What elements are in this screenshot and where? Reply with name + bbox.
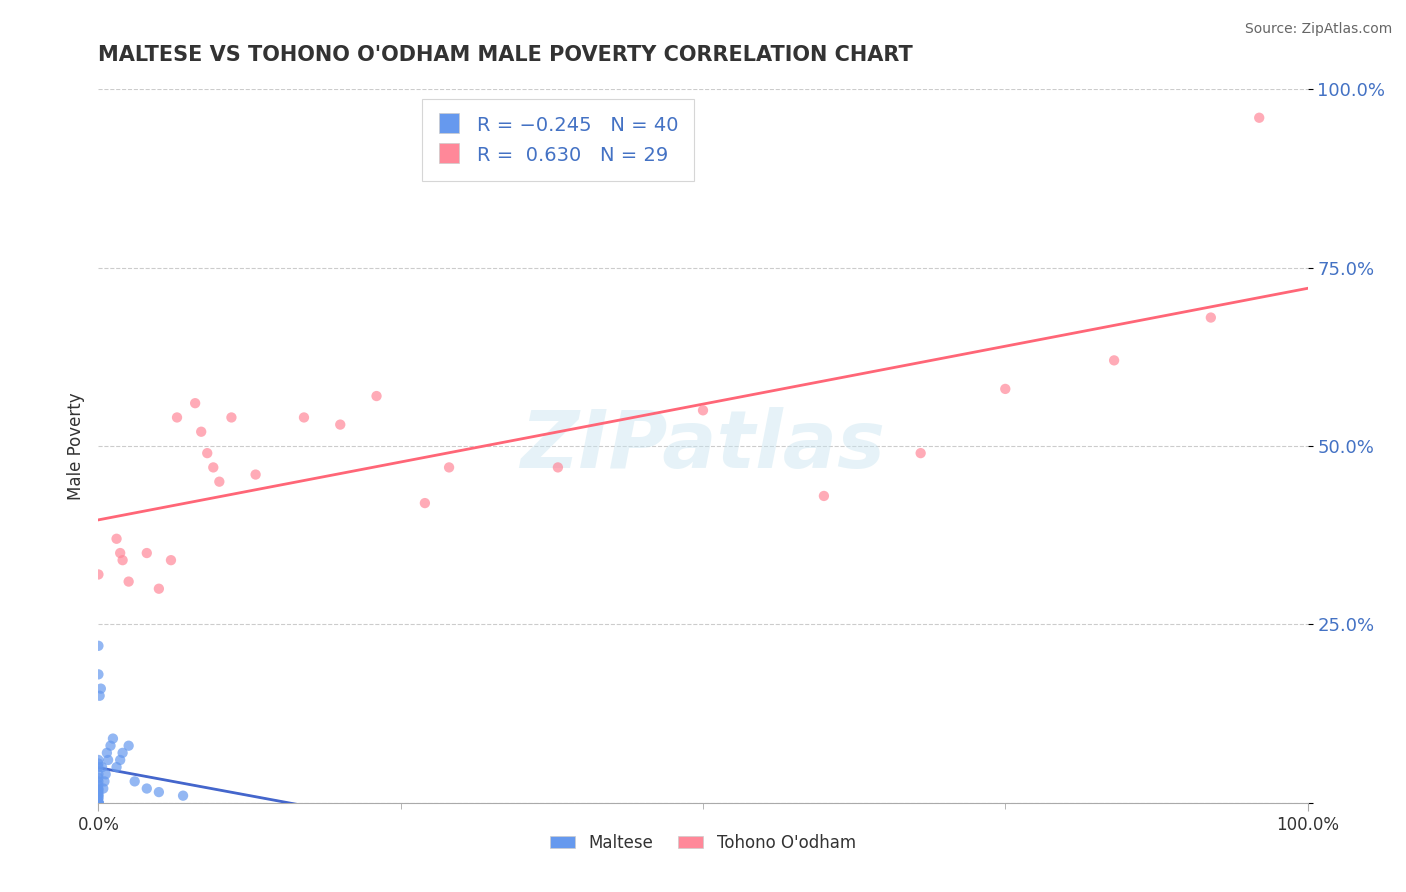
Point	[1102, 353, 1125, 368]
Point	[184, 396, 207, 410]
Point	[87, 756, 110, 771]
Point	[135, 781, 157, 796]
Point	[118, 739, 141, 753]
Point	[1249, 111, 1271, 125]
Point	[692, 403, 714, 417]
Point	[87, 796, 110, 810]
Point	[160, 553, 183, 567]
Point	[910, 446, 932, 460]
Point	[148, 785, 170, 799]
Point	[172, 789, 194, 803]
Point	[87, 787, 110, 801]
Point	[93, 774, 115, 789]
Point	[87, 796, 110, 810]
Point	[202, 460, 225, 475]
Point	[813, 489, 835, 503]
Point	[108, 753, 131, 767]
Point	[195, 446, 218, 460]
Point	[994, 382, 1017, 396]
Point	[292, 410, 315, 425]
Text: Source: ZipAtlas.com: Source: ZipAtlas.com	[1244, 22, 1392, 37]
Text: MALTESE VS TOHONO O'ODHAM MALE POVERTY CORRELATION CHART: MALTESE VS TOHONO O'ODHAM MALE POVERTY C…	[98, 45, 912, 65]
Point	[87, 783, 110, 797]
Point	[87, 796, 110, 810]
Point	[329, 417, 352, 432]
Point	[437, 460, 460, 475]
Point	[87, 790, 110, 805]
Point	[108, 546, 131, 560]
Point	[89, 689, 111, 703]
Point	[221, 410, 243, 425]
Point	[87, 767, 110, 781]
Point	[91, 760, 114, 774]
Point	[87, 778, 110, 792]
Point	[90, 681, 112, 696]
Point	[87, 753, 110, 767]
Point	[135, 546, 157, 560]
Point	[87, 781, 110, 796]
Point	[1199, 310, 1222, 325]
Point	[366, 389, 388, 403]
Point	[91, 781, 114, 796]
Y-axis label: Male Poverty: Male Poverty	[66, 392, 84, 500]
Point	[87, 796, 110, 810]
Point	[111, 746, 134, 760]
Point	[87, 774, 110, 789]
Point	[87, 796, 110, 810]
Point	[101, 731, 124, 746]
Point	[87, 792, 110, 806]
Text: ZIPatlas: ZIPatlas	[520, 407, 886, 485]
Point	[245, 467, 267, 482]
Point	[87, 796, 110, 810]
Point	[87, 789, 110, 803]
Point	[166, 410, 188, 425]
Point	[124, 774, 146, 789]
Point	[105, 760, 128, 774]
Point	[208, 475, 231, 489]
Point	[100, 739, 122, 753]
Point	[111, 553, 134, 567]
Point	[118, 574, 141, 589]
Point	[87, 667, 110, 681]
Point	[87, 771, 110, 785]
Point	[547, 460, 569, 475]
Point	[94, 767, 117, 781]
Point	[148, 582, 170, 596]
Point	[96, 746, 118, 760]
Point	[190, 425, 212, 439]
Point	[413, 496, 436, 510]
Legend: Maltese, Tohono O'odham: Maltese, Tohono O'odham	[544, 828, 862, 859]
Point	[87, 760, 110, 774]
Point	[87, 567, 110, 582]
Point	[87, 639, 110, 653]
Point	[97, 753, 120, 767]
Point	[105, 532, 128, 546]
Point	[87, 785, 110, 799]
